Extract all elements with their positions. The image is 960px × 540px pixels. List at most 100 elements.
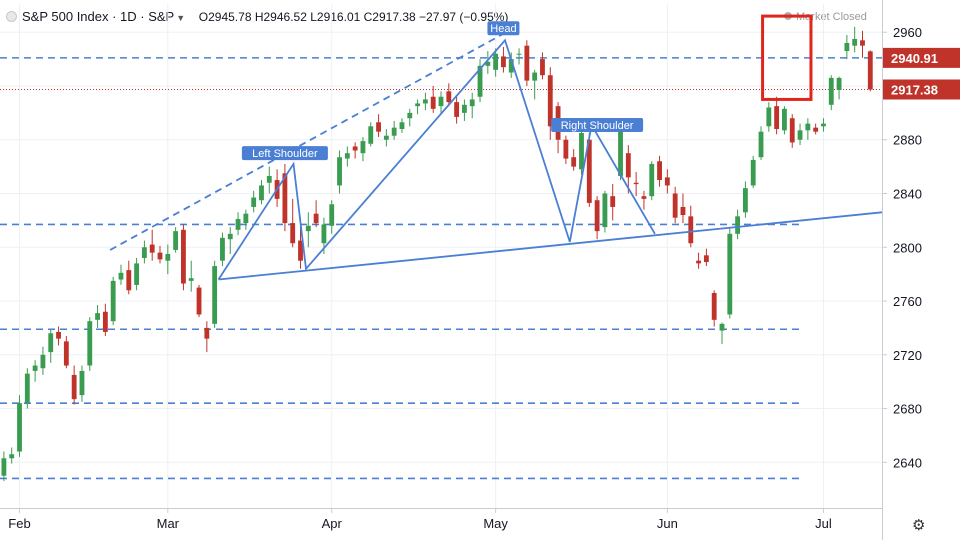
candle (79, 365, 85, 402)
candle (571, 149, 577, 171)
candle-body (508, 59, 514, 73)
candle-body (344, 153, 350, 159)
annotation-left-shoulder: Left Shoulder (241, 146, 328, 161)
candle (196, 284, 202, 318)
candle-body (17, 403, 22, 452)
candle-body (95, 313, 100, 320)
candle (376, 114, 381, 138)
candle (477, 59, 483, 103)
symbol-label[interactable]: S&P 500 Index · 1D · S&P (22, 9, 175, 24)
market-status-label: Market Closed (796, 11, 867, 23)
candle-body (266, 176, 272, 183)
candle-body (383, 135, 389, 140)
y-tick-label: 2880 (893, 133, 922, 148)
candle-body (352, 146, 358, 151)
candle (344, 146, 350, 167)
candle-body (454, 102, 460, 117)
price-label-bg (883, 79, 960, 100)
price-label-text: 2917.38 (891, 83, 938, 98)
annotation-label: Right Shoulder (561, 120, 634, 132)
x-tick-label: Apr (322, 516, 343, 531)
chart-header: S&P 500 Index · 1D · S&P ▼ O2945.78 H2946… (6, 9, 508, 24)
candle-body (766, 107, 772, 127)
candle-body (797, 130, 803, 140)
candle (563, 135, 569, 164)
candle-body (251, 197, 257, 207)
candle-body (243, 213, 249, 224)
candle (547, 67, 553, 140)
highlight-box (761, 14, 813, 101)
candle-body (540, 59, 545, 76)
candle-body (524, 45, 530, 81)
candle-body (532, 72, 538, 81)
candle (821, 118, 826, 132)
candle-body (40, 354, 46, 369)
candle-body (63, 341, 69, 366)
candle-body (633, 182, 639, 185)
gear-icon[interactable]: ⚙ (912, 517, 926, 534)
candle (532, 69, 538, 100)
candle (867, 50, 873, 92)
candle (251, 190, 257, 213)
candle (641, 190, 647, 210)
candle-body (407, 112, 413, 119)
candle-body (735, 216, 741, 234)
candle (461, 99, 467, 121)
candle-body (391, 127, 397, 136)
candle-body (821, 123, 826, 127)
candle-body (680, 206, 686, 216)
price-label-text: 2940.91 (891, 51, 938, 66)
annotation-box (551, 117, 644, 132)
open-value: O2945.78 (198, 10, 252, 24)
annotation-box (241, 146, 328, 161)
candle-body (469, 99, 475, 107)
candle-body (688, 216, 694, 244)
candle (828, 75, 834, 111)
candle-body (477, 65, 483, 97)
candle (860, 30, 865, 58)
candle (719, 322, 725, 345)
candle (610, 184, 616, 221)
candle (805, 118, 811, 140)
candle (48, 329, 54, 363)
candle-body (196, 287, 202, 315)
candle-body (501, 56, 506, 68)
annotation-label: Left Shoulder (252, 148, 318, 160)
candle-body (220, 237, 225, 261)
candle-body (290, 223, 296, 244)
candle (688, 205, 694, 248)
candle (540, 52, 545, 80)
candle-body (110, 280, 116, 322)
candle-body (102, 311, 108, 332)
candle-body (399, 122, 405, 129)
candle-body (430, 96, 436, 109)
candle (110, 276, 116, 326)
candle (24, 368, 30, 409)
candle-body (48, 333, 54, 353)
candle-body (461, 104, 467, 113)
candle-body (711, 292, 717, 320)
candle-body (750, 159, 756, 186)
x-tick-label: Jun (657, 516, 678, 531)
candle-body (282, 173, 288, 224)
candle-body (118, 272, 124, 280)
candle-body (586, 139, 592, 203)
candle-body (329, 204, 335, 226)
candle (134, 258, 140, 291)
candle (430, 85, 436, 113)
candle (368, 122, 374, 147)
candle-body (516, 53, 522, 55)
candle (618, 123, 623, 181)
candle-body (485, 61, 491, 66)
chevron-down-icon[interactable]: ▼ (176, 13, 186, 23)
candle-body (141, 247, 147, 259)
candle (56, 326, 61, 346)
candle-body (860, 40, 865, 46)
candle (383, 128, 389, 147)
candle-body (742, 188, 748, 213)
candle-body (610, 196, 616, 207)
candle (204, 321, 210, 353)
candle-body (867, 51, 873, 90)
candle-body (719, 323, 725, 331)
